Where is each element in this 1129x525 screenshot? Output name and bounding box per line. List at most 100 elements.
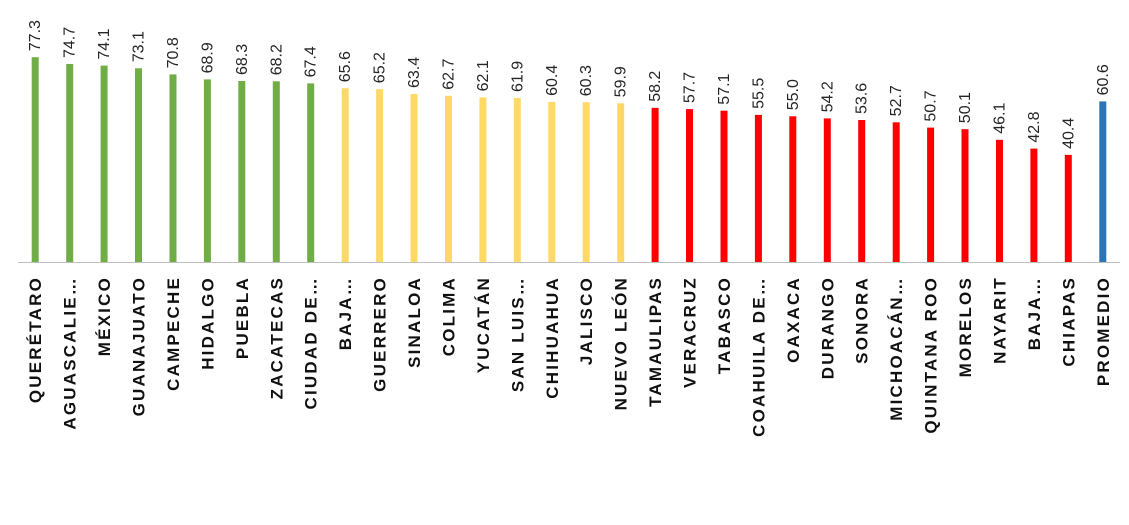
- value-labels-group: 77.3 74.7 74.1 73.1 70.8 68.9 68.3 68.2 67.4 65.6…: [27, 20, 1112, 149]
- bar: [927, 127, 935, 262]
- value-label: 50.1: [957, 92, 974, 123]
- category-label: MICHOACÁN…: [887, 276, 906, 421]
- bar: [445, 95, 452, 262]
- category-label: JALISCO: [577, 276, 596, 365]
- category-label: SAN LUIS…: [508, 276, 527, 392]
- value-label: 68.9: [199, 42, 216, 73]
- bar: [548, 101, 556, 263]
- bar: [789, 116, 797, 263]
- bar: [66, 64, 74, 262]
- category-label: MORELOS: [956, 276, 975, 377]
- bar: [203, 79, 211, 263]
- bar: [513, 98, 521, 262]
- value-label: 62.1: [475, 60, 492, 91]
- bar: [651, 107, 659, 262]
- category-label: COLIMA: [440, 276, 459, 356]
- category-label: AGUASCALIE…: [61, 276, 80, 430]
- bar: [754, 114, 762, 263]
- category-label: QUINTANA ROO: [922, 276, 941, 434]
- value-label: 61.9: [509, 61, 526, 92]
- bar: [1064, 154, 1072, 262]
- bar: [961, 129, 969, 262]
- value-label: 50.7: [923, 90, 940, 121]
- value-label: 68.2: [268, 44, 285, 75]
- category-label: BAJA…: [336, 276, 355, 350]
- value-label: 77.3: [27, 20, 44, 51]
- bars-group: [31, 57, 1107, 263]
- category-label: CHIHUAHUA: [543, 276, 562, 399]
- value-label: 62.7: [441, 59, 458, 90]
- category-label: ZACATECAS: [267, 276, 286, 399]
- value-label: 60.4: [544, 65, 561, 96]
- category-label: CIUDAD DE…: [302, 276, 321, 409]
- value-label: 70.8: [165, 37, 182, 68]
- bar: [376, 89, 384, 262]
- value-label: 46.1: [992, 103, 1009, 134]
- value-label: 57.7: [682, 72, 699, 103]
- category-label: YUCATÁN: [474, 276, 493, 373]
- bar: [307, 83, 315, 263]
- bar: [892, 122, 900, 262]
- bar: [823, 118, 831, 263]
- bar: [31, 57, 39, 263]
- category-label: SONORA: [853, 276, 872, 364]
- bar: [341, 88, 349, 262]
- category-label: QUERÉTARO: [26, 276, 45, 403]
- bar: [238, 81, 246, 262]
- value-label: 65.2: [372, 52, 389, 83]
- bar: [272, 81, 280, 262]
- category-label: TABASCO: [715, 276, 734, 374]
- category-label: HIDALGO: [198, 276, 217, 370]
- category-label: GUERRERO: [371, 276, 390, 392]
- value-label: 60.6: [1095, 64, 1112, 95]
- value-label: 40.4: [1060, 118, 1077, 149]
- bar: [100, 65, 108, 262]
- category-label: TAMAULIPAS: [646, 276, 665, 407]
- bar: [686, 109, 693, 262]
- value-label: 57.1: [716, 73, 733, 104]
- bar: [169, 74, 177, 263]
- category-label: NUEVO LEÓN: [612, 276, 631, 410]
- bar: [1030, 148, 1038, 262]
- category-labels-group: QUERÉTARO AGUASCALIE… MÉXICO GUANAJUATO CAMP…: [26, 276, 1113, 437]
- value-label: 55.0: [785, 79, 802, 110]
- value-label: 52.7: [888, 85, 905, 116]
- value-label: 63.4: [406, 57, 423, 88]
- value-label: 60.3: [578, 65, 595, 96]
- category-label: BAJA…: [1025, 276, 1044, 350]
- bar: [135, 68, 142, 262]
- category-label: SINALOA: [405, 276, 424, 368]
- category-label: CHIAPAS: [1059, 276, 1078, 367]
- category-label: OAXACA: [784, 276, 803, 363]
- value-label: 55.5: [750, 78, 767, 109]
- value-label: 67.4: [303, 46, 320, 77]
- bar: [617, 103, 625, 262]
- category-label: NAYARIT: [991, 276, 1010, 364]
- bar: [996, 139, 1003, 262]
- category-label: CAMPECHE: [164, 276, 183, 391]
- category-label: COAHUILA DE…: [749, 276, 768, 437]
- value-label: 74.1: [96, 28, 113, 59]
- bar: [410, 94, 418, 262]
- bar: [479, 97, 487, 263]
- value-label: 59.9: [613, 66, 630, 97]
- category-label: VERACRUZ: [681, 276, 700, 388]
- category-label: MÉXICO: [95, 276, 114, 356]
- category-label: DURANGO: [818, 276, 837, 379]
- value-label: 42.8: [1026, 111, 1043, 142]
- bar: [582, 102, 590, 262]
- category-label: GUANAJUATO: [130, 276, 149, 416]
- value-label: 65.6: [337, 51, 354, 82]
- value-label: 53.6: [854, 83, 871, 114]
- category-label: PROMEDIO: [1094, 276, 1113, 386]
- value-label: 68.3: [234, 44, 251, 75]
- bar: [720, 110, 728, 262]
- bar: [1099, 101, 1107, 263]
- bar: [858, 120, 866, 262]
- value-label: 73.1: [131, 31, 148, 62]
- value-label: 58.2: [647, 71, 664, 102]
- value-label: 54.2: [819, 81, 836, 112]
- category-label: PUEBLA: [233, 276, 252, 359]
- value-label: 74.7: [62, 27, 79, 58]
